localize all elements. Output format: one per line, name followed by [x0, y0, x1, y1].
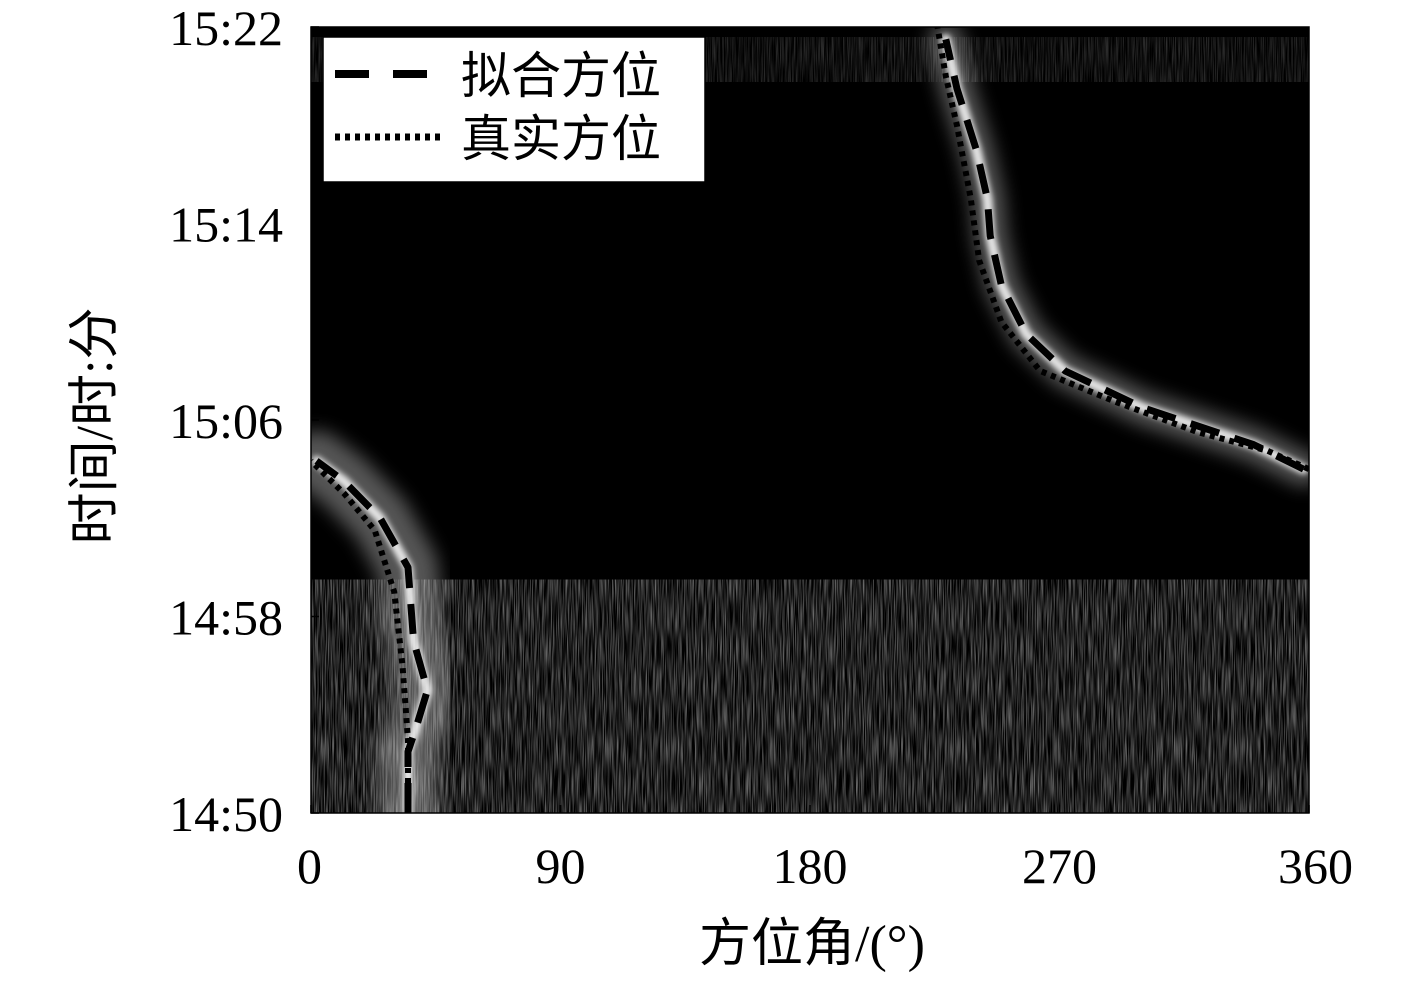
legend-label-fitted: 拟合方位 [461, 48, 661, 104]
series-true-line-0 [311, 458, 411, 813]
y-tick-label: 14:58 [169, 590, 283, 646]
spectrogram-noise [311, 579, 1309, 813]
legend-label-true: 真实方位 [461, 111, 661, 167]
legend-box [322, 36, 706, 183]
x-tick-label: 360 [1278, 838, 1353, 894]
plot-area [311, 27, 1309, 813]
y-axis: 14:50 14:58 15:06 15:14 15:22 [169, 0, 319, 842]
y-axis-label: 时间/时:分 [67, 308, 124, 545]
y-tick-label: 15:22 [169, 0, 283, 56]
series-true-line-1 [934, 27, 1309, 472]
series-layer [311, 27, 1309, 813]
x-tick-label: 180 [773, 838, 848, 894]
x-tick-label: 0 [297, 838, 322, 894]
y-tick-label: 15:06 [169, 393, 283, 449]
legend: 拟合方位 真实方位 [322, 36, 706, 183]
y-tick-label: 14:50 [169, 786, 283, 842]
x-tick-label: 270 [1022, 838, 1097, 894]
x-axis-label: 方位角/(°) [699, 916, 925, 973]
x-tick-label: 90 [536, 838, 586, 894]
y-tick-label: 15:14 [169, 197, 283, 253]
x-axis: 0 90 180 270 360 [297, 805, 1353, 894]
series-fitted-line-1 [942, 38, 1306, 473]
series-fitted-line-0 [314, 458, 431, 813]
